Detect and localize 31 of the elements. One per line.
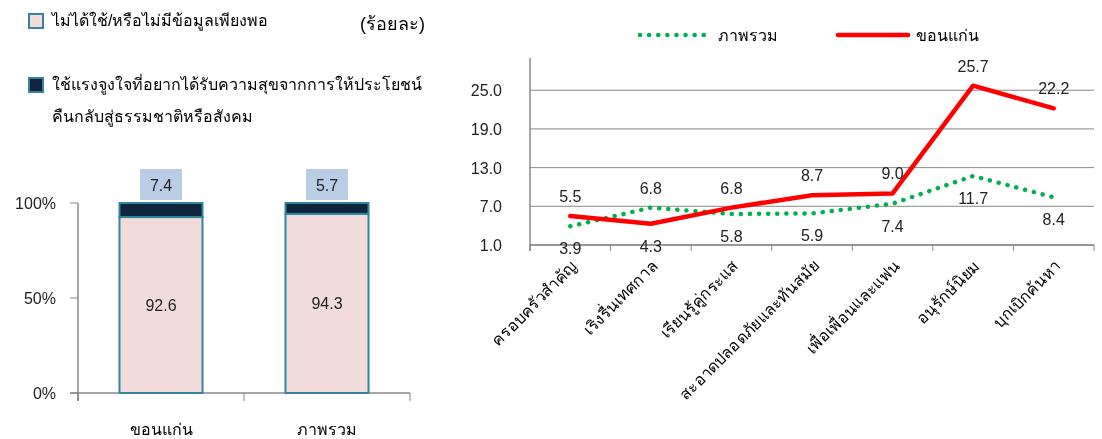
data-label: 7.4 <box>149 176 173 194</box>
y-tick-label: 50% <box>23 290 56 307</box>
y-tick-label: 7.0 <box>479 198 503 216</box>
data-label: 92.6 <box>145 297 177 315</box>
data-label: 9.0 <box>881 165 904 183</box>
text: (ร้อยละ) <box>360 14 425 34</box>
data-label: 8.4 <box>1042 211 1065 229</box>
legend-label: ไม่ได้ใช้/หรือไม่มีข้อมูลเพียงพอ <box>50 11 269 31</box>
y-tick-label: 19.0 <box>470 120 503 138</box>
data-label: 6.8 <box>639 179 663 197</box>
data-label: 4.3 <box>639 237 663 255</box>
data-label: 11.7 <box>958 190 989 207</box>
y-tick-label: 25.0 <box>470 82 503 100</box>
data-label: 5.7 <box>315 176 339 194</box>
y-tick-label: 13.0 <box>470 159 503 177</box>
y-tick-label: 100% <box>15 195 56 212</box>
y-tick-label: 1.0 <box>479 237 503 254</box>
legend-label: ขอนแก่น <box>916 27 979 44</box>
data-label: 8.7 <box>800 167 824 185</box>
data-label: 6.8 <box>720 179 743 197</box>
data-label: 7.4 <box>881 217 904 235</box>
data-label: 5.8 <box>720 228 743 246</box>
data-label: 5.9 <box>800 227 824 245</box>
data-label: 25.7 <box>957 57 989 75</box>
data-label: 22.2 <box>1038 80 1070 98</box>
y-tick-label: 0% <box>32 385 56 402</box>
legend-label: ใช้แรงจูงใจที่อยากได้รับความสุขจากการให้ประโยชน์คืนกลับสู่ธรรมชาติหรือสังคม <box>52 73 422 127</box>
legend-label: ภาพรวม <box>718 27 778 44</box>
data-label: 5.5 <box>559 187 582 205</box>
data-label: 94.3 <box>311 295 343 313</box>
data-label: 3.9 <box>559 240 582 258</box>
